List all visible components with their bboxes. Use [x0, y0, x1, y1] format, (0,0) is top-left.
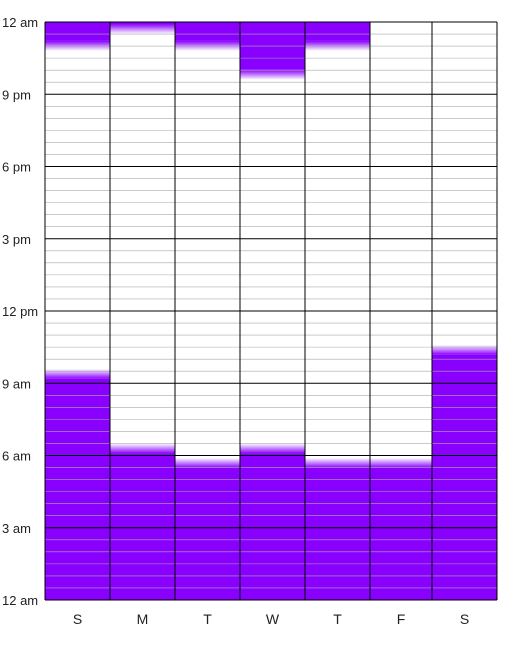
bar-t-2-range-1: [175, 22, 240, 51]
y-tick-label: 12 am: [2, 593, 38, 608]
bar-t-4-range-0-fade-top: [305, 457, 370, 468]
grid-layer: [44, 21, 498, 601]
x-day-label: W: [266, 611, 280, 627]
bar-w-3-range-1-fade-bottom: [240, 69, 305, 80]
bar-s-0-range-1-body: [45, 22, 110, 41]
bar-w-3-range-0: [240, 443, 305, 600]
bar-s-6-range-0-fade-top: [432, 344, 497, 355]
bar-m-1-range-0-body: [110, 453, 175, 600]
bar-w-3-range-1: [240, 22, 305, 80]
bar-s-0-range-1: [45, 22, 110, 51]
bar-t-2-range-0-fade-top: [175, 457, 240, 468]
bar-w-3-range-0-body: [240, 453, 305, 600]
y-tick-label: 3 pm: [2, 232, 31, 247]
y-tick-label: 12 pm: [2, 304, 38, 319]
bar-s-6-range-0: [432, 344, 497, 600]
bar-f-5-range-0: [370, 457, 432, 600]
bar-m-1-range-0: [110, 443, 175, 600]
bar-m-1-range-1: [110, 22, 175, 35]
x-day-label: T: [333, 611, 342, 627]
bar-w-3-range-0-fade-top: [240, 443, 305, 454]
bar-t-2-range-0-body: [175, 467, 240, 600]
bar-f-5-range-0-fade-top: [370, 457, 432, 468]
bar-t-2-range-1-body: [175, 22, 240, 41]
x-day-label: T: [203, 611, 212, 627]
x-day-label: S: [460, 611, 469, 627]
bar-t-4-range-0: [305, 457, 370, 600]
x-day-label: S: [73, 611, 82, 627]
bar-s-6-range-0-body: [432, 354, 497, 600]
y-tick-label: 9 pm: [2, 87, 31, 102]
bar-m-1-range-0-fade-top: [110, 443, 175, 454]
y-tick-label: 12 am: [2, 15, 38, 30]
bar-s-0-range-0-fade-top: [45, 368, 110, 379]
bar-s-0-range-0-body: [45, 378, 110, 600]
y-tick-label: 3 am: [2, 521, 31, 536]
bar-f-5-range-0-body: [370, 467, 432, 600]
y-tick-label: 6 am: [2, 449, 31, 464]
y-tick-label: 6 pm: [2, 160, 31, 175]
bar-s-0-range-0: [45, 368, 110, 600]
labels-layer: 12 am 3 am 6 am 9 am 12 pm 3 pm 6 pm 9 pm 12 am S…: [2, 15, 469, 627]
y-tick-label: 9 am: [2, 376, 31, 391]
x-day-label: M: [137, 611, 149, 627]
bar-t-4-range-0-body: [305, 467, 370, 600]
bar-m-1-range-1-fade-bottom: [110, 24, 175, 35]
bar-m-1-range-1-body: [110, 22, 175, 25]
bar-t-4-range-1: [305, 22, 370, 51]
bar-t-2-range-0: [175, 457, 240, 600]
x-day-label: F: [397, 611, 406, 627]
bar-t-4-range-1-body: [305, 22, 370, 41]
